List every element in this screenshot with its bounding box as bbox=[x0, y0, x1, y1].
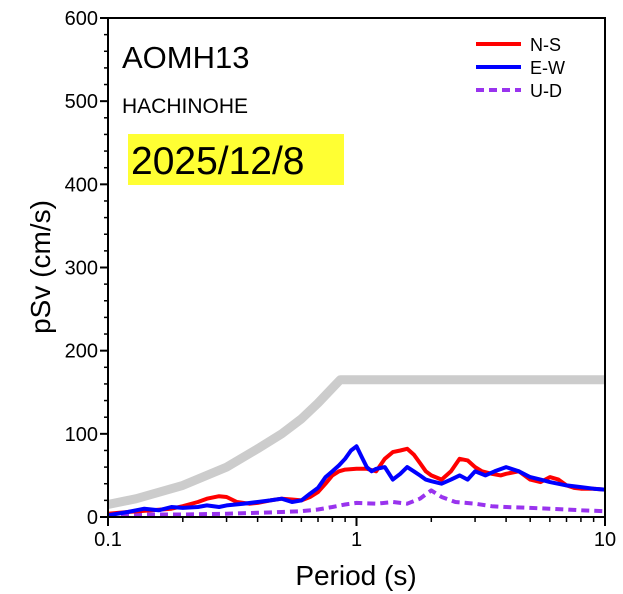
series-line-e-w bbox=[108, 444, 605, 517]
legend-label: N-S bbox=[530, 35, 561, 55]
y-tick-label: 200 bbox=[65, 341, 98, 363]
station-code: AOMH13 bbox=[122, 40, 249, 75]
y-axis-title: pSv (cm/s) bbox=[25, 200, 56, 334]
date-highlight bbox=[128, 134, 344, 185]
plot-curves bbox=[108, 375, 605, 517]
y-tick-label: 0 bbox=[87, 507, 98, 529]
site-name: HACHINOHE bbox=[122, 95, 248, 118]
y-tick-label: 400 bbox=[65, 174, 98, 196]
reference-spectrum-line bbox=[108, 375, 605, 509]
y-tick-label: 600 bbox=[65, 8, 98, 30]
legend: N-S E-W U-D bbox=[476, 35, 565, 101]
y-tick-label: 300 bbox=[65, 258, 98, 280]
x-axis-title: Period (s) bbox=[295, 560, 416, 591]
event-date: 2025/12/8 bbox=[131, 140, 305, 183]
y-tick-label: 500 bbox=[65, 91, 98, 113]
tick-labels: 0 100 200 300 400 500 600 0.1 1 10 bbox=[65, 8, 617, 551]
plot-frame bbox=[107, 17, 606, 518]
legend-label: U-D bbox=[530, 81, 562, 101]
x-tick-label: 0.1 bbox=[94, 529, 122, 551]
x-tick-label: 1 bbox=[351, 529, 362, 551]
series-line-u-d bbox=[108, 488, 605, 517]
x-tick-label: 10 bbox=[594, 529, 616, 551]
y-tick-label: 100 bbox=[65, 424, 98, 446]
legend-label: E-W bbox=[530, 58, 565, 78]
